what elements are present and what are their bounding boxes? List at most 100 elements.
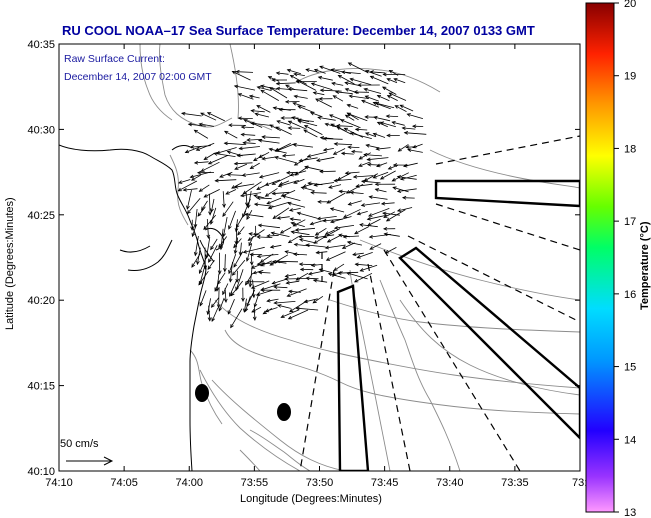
current-vector	[281, 190, 296, 197]
current-vector-head	[233, 243, 238, 249]
current-vector	[243, 246, 265, 253]
current-vector	[211, 307, 219, 322]
current-vector	[214, 280, 220, 292]
current-vector	[230, 280, 244, 296]
current-vector	[241, 134, 256, 136]
current-vector-head	[257, 223, 263, 228]
current-vector	[276, 120, 291, 126]
current-vector	[303, 129, 318, 138]
current-vector	[325, 244, 346, 249]
current-vector	[227, 174, 243, 176]
current-vector	[214, 153, 236, 157]
current-vector-head	[230, 292, 235, 297]
current-vector-head	[242, 190, 247, 195]
current-vector-head	[326, 199, 331, 204]
current-vector-head	[331, 81, 336, 86]
current-vector	[370, 76, 389, 85]
current-vector-head	[392, 163, 398, 167]
current-vector-head	[366, 216, 372, 221]
current-vector	[376, 162, 388, 167]
current-vector-head	[322, 147, 328, 152]
current-vector	[369, 196, 388, 200]
current-vector-head	[180, 111, 186, 116]
current-vector	[354, 226, 370, 235]
current-vector	[290, 218, 301, 221]
current-vector-head	[244, 202, 249, 207]
current-vector	[200, 112, 217, 121]
current-vector-head	[285, 170, 291, 175]
current-vector-head	[203, 156, 208, 160]
current-vector-head	[293, 94, 298, 99]
current-vector-head	[281, 153, 287, 158]
current-vector-head	[182, 187, 187, 192]
current-vector	[375, 188, 387, 193]
current-vector-head	[343, 127, 348, 132]
current-vector	[246, 243, 253, 262]
current-vector-head	[242, 141, 247, 145]
current-vector-head	[324, 245, 330, 250]
current-vector-head	[403, 131, 409, 135]
current-vector	[210, 238, 218, 250]
current-vector-head	[239, 193, 245, 198]
current-vector-head	[231, 71, 236, 75]
current-vector	[199, 264, 206, 285]
current-vector	[185, 145, 202, 153]
current-vector	[395, 105, 407, 112]
current-vector-head	[309, 221, 314, 226]
current-vector-head	[397, 147, 402, 152]
current-vector-head	[198, 122, 203, 127]
current-vector	[257, 262, 278, 265]
current-vector-head	[287, 315, 293, 320]
current-vector	[267, 234, 279, 237]
current-vector-head	[260, 288, 265, 292]
current-vector-head	[289, 308, 294, 313]
current-vector	[288, 120, 306, 130]
current-vector-head	[298, 158, 303, 163]
current-vector-head	[307, 271, 313, 276]
current-vector-head	[279, 229, 285, 234]
current-vector-head	[354, 127, 360, 132]
current-vector	[397, 207, 413, 212]
current-vector	[243, 142, 256, 144]
current-vector-head	[386, 95, 392, 99]
current-vector	[393, 78, 406, 84]
current-vector-head	[189, 144, 195, 149]
current-vector-head	[391, 121, 396, 125]
current-vector	[330, 208, 345, 213]
current-vector-head	[379, 175, 385, 180]
current-vector-head	[310, 263, 316, 268]
current-vector-head	[360, 203, 366, 207]
current-vector	[334, 225, 355, 229]
current-vector	[224, 254, 226, 272]
current-vector-head	[284, 277, 289, 281]
current-vector	[248, 235, 254, 246]
current-vector-head	[285, 84, 290, 89]
current-vector-head	[198, 188, 203, 192]
current-vector	[328, 273, 346, 279]
current-vector-head	[275, 81, 280, 86]
current-vector	[334, 143, 353, 145]
current-vector-head	[256, 235, 261, 239]
current-vector-head	[319, 169, 324, 174]
current-vector-head	[346, 240, 352, 245]
current-vector	[318, 76, 333, 81]
current-vector	[207, 298, 211, 315]
current-vector	[272, 261, 287, 264]
current-vector-head	[243, 119, 248, 123]
current-vector-head	[310, 82, 316, 87]
current-vector	[387, 78, 398, 84]
current-vector-head	[293, 180, 298, 184]
y-tick-label: 40:25	[27, 210, 55, 222]
marker-dot	[195, 384, 209, 402]
current-vector	[260, 85, 278, 90]
current-vector-head	[246, 138, 251, 142]
current-vector-head	[177, 187, 182, 192]
current-vector-head	[290, 230, 295, 235]
current-vector-head	[280, 116, 285, 120]
current-vector	[242, 172, 260, 176]
current-vector	[254, 203, 274, 207]
current-vector-head	[324, 231, 330, 235]
current-vector	[304, 166, 324, 172]
current-vector	[376, 147, 391, 150]
current-vector-head	[305, 276, 310, 281]
